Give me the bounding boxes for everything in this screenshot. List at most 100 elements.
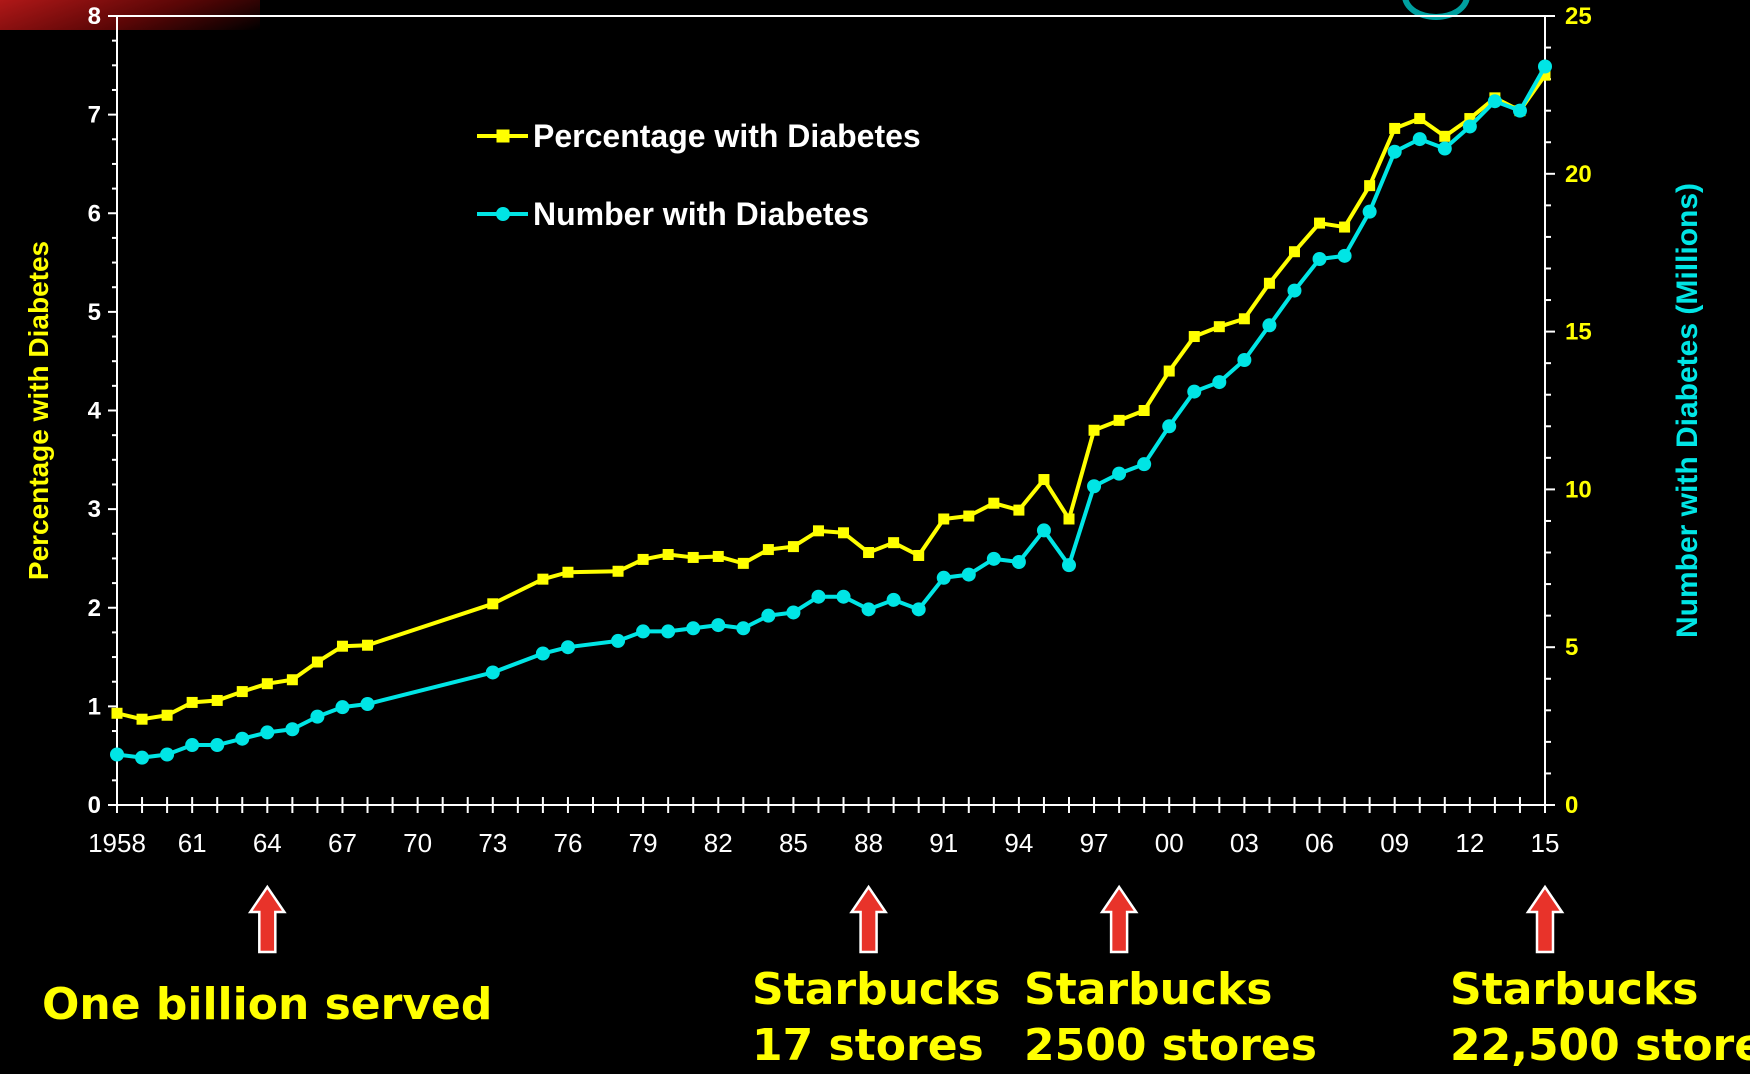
annotation-line: Starbucks <box>752 964 1001 1015</box>
data-point-number <box>1011 554 1026 569</box>
annotation-starbucks-17: Starbucks 17 stores <box>752 962 1000 1074</box>
x-tick-label: 82 <box>704 828 733 858</box>
data-point-number <box>235 731 250 746</box>
left-axis-title: Percentage with Diabetes <box>23 241 54 580</box>
legend-marker-circle <box>496 207 510 221</box>
data-point-number <box>285 722 300 737</box>
x-tick-label: 94 <box>1004 828 1033 858</box>
data-point-percentage <box>913 549 925 561</box>
data-point-number <box>1036 523 1051 538</box>
data-point-percentage <box>888 537 900 549</box>
left-tick-label: 5 <box>88 299 101 326</box>
data-point-number <box>535 646 550 661</box>
data-point-number <box>1538 59 1552 74</box>
data-point-number <box>836 589 851 604</box>
data-point-percentage <box>1188 331 1200 343</box>
annotation-line: One billion served <box>42 979 493 1030</box>
data-point-percentage <box>1088 424 1100 436</box>
annotation-line: Starbucks <box>1450 964 1699 1015</box>
data-point-number <box>1237 353 1252 368</box>
data-point-percentage <box>1063 513 1075 525</box>
data-point-number <box>135 750 150 765</box>
data-point-percentage <box>838 527 850 539</box>
data-point-percentage <box>1364 180 1376 192</box>
data-point-percentage <box>963 510 975 522</box>
x-tick-label: 06 <box>1305 828 1334 858</box>
data-point-number <box>711 618 726 633</box>
data-point-percentage <box>687 551 699 563</box>
data-point-percentage <box>487 598 499 610</box>
data-point-number <box>1312 252 1327 267</box>
data-point-percentage <box>1539 69 1551 81</box>
data-point-number <box>1212 375 1227 390</box>
data-point-number <box>210 738 225 753</box>
left-tick-label: 7 <box>88 102 101 129</box>
red-arrow-icon <box>1525 884 1565 954</box>
data-point-number <box>360 697 375 712</box>
data-point-percentage <box>1263 277 1275 289</box>
annotation-one-billion-served: One billion served <box>42 977 492 1033</box>
data-point-number <box>260 725 275 740</box>
data-point-percentage <box>537 573 549 585</box>
x-tick-label: 88 <box>854 828 883 858</box>
data-point-percentage <box>1439 130 1451 142</box>
data-point-number <box>1187 384 1202 399</box>
x-tick-label: 70 <box>403 828 432 858</box>
data-point-number <box>1512 103 1527 118</box>
x-tick-label: 00 <box>1155 828 1184 858</box>
data-point-percentage <box>988 497 1000 509</box>
data-point-number <box>1412 132 1427 147</box>
data-point-number <box>611 633 626 648</box>
right-tick-label: 20 <box>1565 161 1592 188</box>
data-point-number <box>310 709 325 724</box>
left-tick-label: 1 <box>88 693 101 720</box>
data-point-number <box>1162 419 1177 434</box>
series-line-2 <box>116 65 1547 760</box>
left-tick-label: 6 <box>88 200 101 227</box>
data-point-percentage <box>863 547 875 559</box>
left-tick-label: 3 <box>88 496 101 523</box>
x-tick-label: 09 <box>1380 828 1409 858</box>
annotation-starbucks-22500: Starbucks 22,500 stores <box>1450 962 1750 1074</box>
data-point-number <box>185 738 200 753</box>
data-point-percentage <box>362 639 374 651</box>
x-tick-label: 79 <box>629 828 658 858</box>
data-point-percentage <box>1339 221 1351 233</box>
left-tick-label: 2 <box>88 595 101 622</box>
data-point-percentage <box>562 566 574 578</box>
data-point-percentage <box>161 709 173 721</box>
data-point-number <box>686 621 701 636</box>
data-point-number <box>160 747 175 762</box>
data-point-number <box>1112 466 1127 481</box>
data-point-number <box>961 567 976 582</box>
data-point-number <box>911 602 926 617</box>
data-point-percentage <box>812 525 824 537</box>
data-point-percentage <box>286 674 298 686</box>
data-point-percentage <box>1113 414 1125 426</box>
legend-label: Number with Diabetes <box>533 196 869 232</box>
data-point-number <box>736 621 751 636</box>
data-point-percentage <box>712 550 724 562</box>
data-point-number <box>1137 457 1152 472</box>
data-point-percentage <box>236 686 248 698</box>
data-point-number <box>1362 204 1377 219</box>
data-point-number <box>811 589 826 604</box>
data-point-number <box>936 570 951 585</box>
data-point-number <box>661 624 676 639</box>
x-tick-label: 64 <box>253 828 282 858</box>
red-arrow-icon <box>247 884 287 954</box>
data-point-percentage <box>1464 113 1476 125</box>
data-point-percentage <box>938 513 950 525</box>
data-point-percentage <box>211 694 223 706</box>
annotation-line: 17 stores <box>752 1020 984 1071</box>
right-tick-label: 15 <box>1565 319 1592 346</box>
x-tick-label: 15 <box>1531 828 1560 858</box>
data-point-number <box>786 605 801 620</box>
data-point-number <box>1487 94 1502 109</box>
data-point-percentage <box>1238 313 1250 325</box>
data-point-number <box>636 624 651 639</box>
data-point-percentage <box>1163 365 1175 377</box>
data-point-number <box>986 551 1001 566</box>
right-tick-label: 10 <box>1565 476 1592 503</box>
